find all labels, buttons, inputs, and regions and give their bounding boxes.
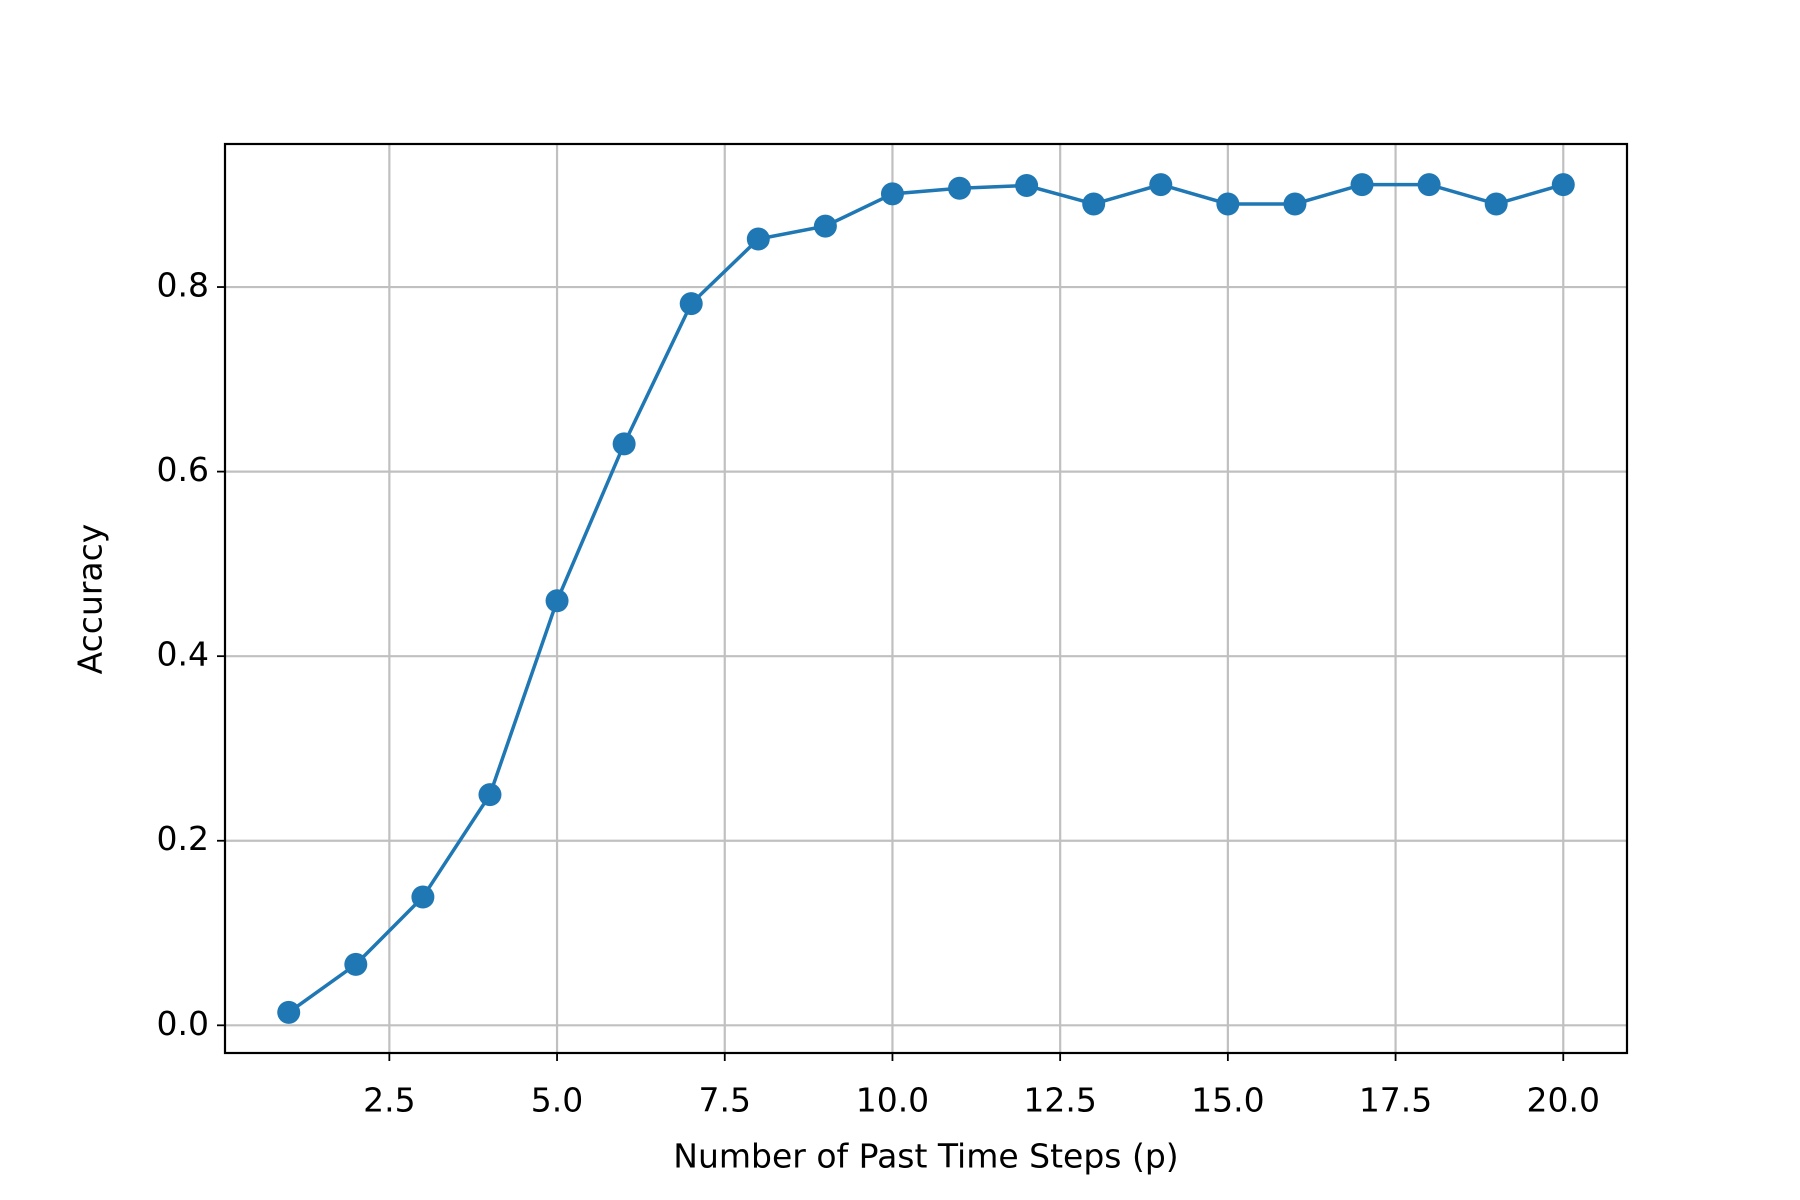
x-axis-label: Number of Past Time Steps (p) [673, 1137, 1178, 1176]
data-point [1015, 174, 1039, 198]
y-tick-label: 0.6 [157, 450, 209, 489]
data-point [612, 432, 636, 456]
data-point [545, 589, 569, 613]
y-tick-label: 0.2 [157, 819, 209, 858]
data-point [478, 783, 502, 807]
data-point [1484, 192, 1508, 216]
data-point [1149, 173, 1173, 197]
x-tick-label: 2.5 [363, 1081, 415, 1120]
data-point [880, 182, 904, 206]
x-tick-label: 15.0 [1191, 1081, 1264, 1120]
x-tick-label: 20.0 [1527, 1081, 1600, 1120]
y-tick-label: 0.4 [157, 635, 209, 674]
data-line [287, 182, 1564, 1014]
data-point [277, 1000, 301, 1024]
y-tick-label: 0.0 [157, 1004, 209, 1043]
x-tick-label: 12.5 [1023, 1081, 1096, 1120]
data-point [746, 227, 770, 251]
data-point [1216, 192, 1240, 216]
y-axis-label: Accuracy [71, 524, 110, 675]
x-tick-label: 17.5 [1359, 1081, 1432, 1120]
data-point [948, 176, 972, 200]
x-tick-label: 7.5 [699, 1081, 751, 1120]
data-point [344, 952, 368, 976]
data-point [813, 214, 837, 238]
data-point [411, 885, 435, 909]
x-tick-label: 10.0 [856, 1081, 929, 1120]
y-tick-label: 0.8 [157, 266, 209, 305]
x-tick-label: 5.0 [531, 1081, 583, 1120]
data-point [1283, 192, 1307, 216]
data-point [1082, 192, 1106, 216]
data-point [1350, 173, 1374, 197]
plot-frame [223, 142, 1629, 1055]
data-point [679, 292, 703, 316]
data-point [1551, 173, 1575, 197]
data-point [1417, 173, 1441, 197]
